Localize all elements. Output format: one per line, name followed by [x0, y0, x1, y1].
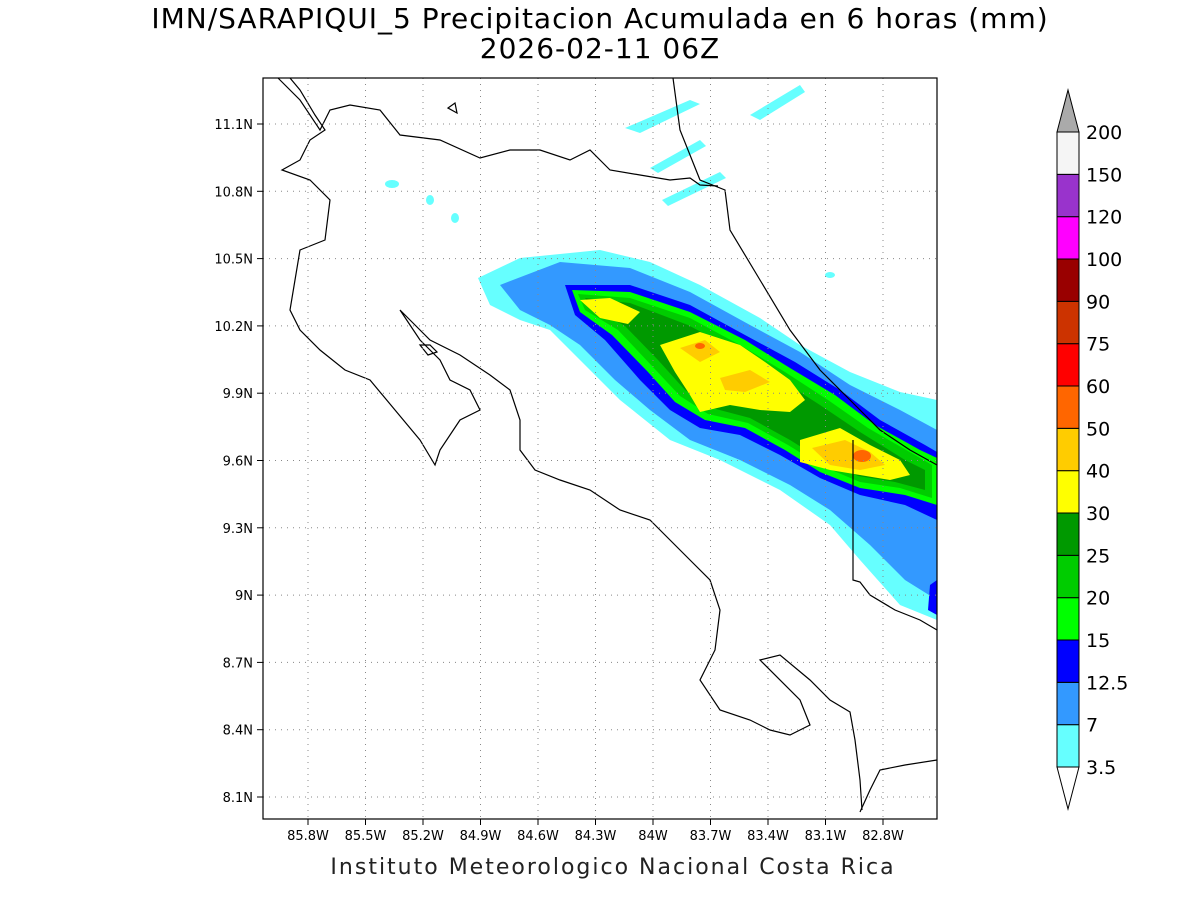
map-frame: [262, 77, 938, 820]
colorbar-swatch: [1056, 343, 1080, 387]
colorbar-level-label: 50: [1086, 418, 1110, 440]
precip-cell-cyan: [451, 213, 459, 223]
precip-streak-cyan: [750, 85, 805, 120]
lat-tick-label: 9N: [235, 589, 253, 604]
colorbar-level-label: 40: [1086, 461, 1110, 483]
colorbar-swatch: [1056, 216, 1080, 260]
nicoya-island: [418, 344, 439, 356]
colorbar-level-label: 25: [1086, 545, 1110, 567]
lon-tick-label: 82.8W: [862, 829, 904, 844]
caribbean-coast: [672, 77, 938, 466]
colorbar-swatch: [1056, 258, 1080, 302]
colorbar-level-label: 7: [1086, 715, 1098, 737]
precip-cell-50mm: [853, 450, 871, 462]
precip-area-40mm: [680, 340, 720, 362]
colorbar-legend: 3.5 7 12.5 15 20 25 30 40 50 60 75 90 100 120 150 200: [1056, 88, 1128, 811]
colorbar-swatch: [1056, 681, 1080, 726]
precip-area-40mm: [812, 440, 885, 470]
lon-tick-label: 85.8W: [287, 829, 329, 844]
lake-island: [446, 101, 458, 115]
precip-cell-cyan: [385, 180, 399, 188]
colorbar-level-label: 120: [1086, 207, 1122, 229]
colorbar-swatch: [1056, 512, 1080, 556]
lat-tick-label: 8.7N: [223, 656, 253, 671]
colorbar-level-label: 90: [1086, 291, 1110, 313]
precip-cell-cyan: [825, 272, 835, 278]
colorbar-level-label: 100: [1086, 249, 1122, 271]
lat-tick-label: 9.3N: [223, 522, 253, 537]
lon-tick-label: 83.4W: [747, 829, 789, 844]
lat-tick-label: 9.6N: [223, 455, 253, 470]
map-subtitle-datetime: 2026-02-11 06Z: [479, 32, 721, 65]
colorbar-swatch: [1056, 554, 1080, 599]
lat-tick-label: 9.9N: [223, 387, 253, 402]
colorbar-level-label: 60: [1086, 376, 1110, 398]
panama-coast: [859, 759, 938, 813]
colorbar-level-label: 12.5: [1086, 672, 1128, 694]
lat-tick-label: 8.4N: [223, 724, 253, 739]
lon-tick-label: 84.9W: [460, 829, 502, 844]
colorbar-swatch: [1056, 724, 1080, 768]
lat-lon-grid: [263, 78, 937, 819]
colorbar-level-label: 75: [1086, 334, 1110, 356]
colorbar-swatch: [1056, 385, 1080, 429]
map-title: IMN/SARAPIQUI_5 Precipitacion Acumulada …: [151, 2, 1049, 35]
colorbar-swatch: [1056, 470, 1080, 514]
lat-tick-label: 10.5N: [214, 253, 253, 268]
lon-tick-label: 84.3W: [575, 829, 617, 844]
lon-tick-label: 84.6W: [517, 829, 559, 844]
colorbar-swatch: [1056, 639, 1080, 683]
latitude-axis: 11.1N 10.8N 10.5N 10.2N 9.9N 9.6N 9.3N 9N 8.7N 8.…: [214, 118, 263, 806]
colorbar-swatch: [1056, 597, 1080, 641]
colorbar-level-label: 20: [1086, 588, 1110, 610]
precip-area-40mm: [720, 370, 770, 392]
precip-streak-cyan: [650, 140, 706, 173]
lon-tick-label: 83.1W: [805, 829, 847, 844]
colorbar-level-label: 3.5: [1086, 757, 1116, 779]
lat-tick-label: 10.2N: [214, 320, 253, 335]
colorbar-swatch: [1056, 300, 1080, 345]
pacific-coast-north: [280, 77, 863, 811]
precip-cell-cyan: [426, 195, 434, 205]
colorbar-swatch: [1056, 173, 1080, 218]
colorbar-high-triangle: [1056, 88, 1080, 133]
longitude-axis: 85.8W 85.5W 85.2W 84.9W 84.6W 84.3W 84W 83.7W 83…: [287, 819, 904, 844]
nicaragua-border: [277, 77, 719, 187]
colorbar-swatch: [1056, 427, 1080, 472]
lat-tick-label: 8.1N: [223, 791, 253, 806]
colorbar-level-label: 200: [1086, 122, 1122, 144]
lon-tick-label: 85.2W: [402, 829, 444, 844]
footer-credit: Instituto Meteorologico Nacional Costa R…: [330, 855, 896, 880]
precip-area-30mm: [580, 298, 640, 324]
precip-cell-50mm: [695, 343, 705, 349]
precipitation-field: [385, 85, 937, 620]
colorbar-low-triangle: [1056, 766, 1080, 811]
lat-tick-label: 10.8N: [214, 185, 253, 200]
colorbar-level-label: 150: [1086, 164, 1122, 186]
precip-cell-blue: [928, 580, 937, 615]
lon-tick-label: 84W: [638, 829, 668, 844]
colorbar-level-label: 30: [1086, 503, 1110, 525]
lon-tick-label: 85.5W: [345, 829, 387, 844]
colorbar-level-label: 15: [1086, 630, 1110, 652]
colorbar-swatch: [1056, 131, 1080, 175]
precip-streak-cyan: [662, 172, 726, 206]
lat-tick-label: 11.1N: [214, 118, 253, 133]
lon-tick-label: 83.7W: [690, 829, 732, 844]
precip-streak-cyan: [625, 100, 700, 133]
